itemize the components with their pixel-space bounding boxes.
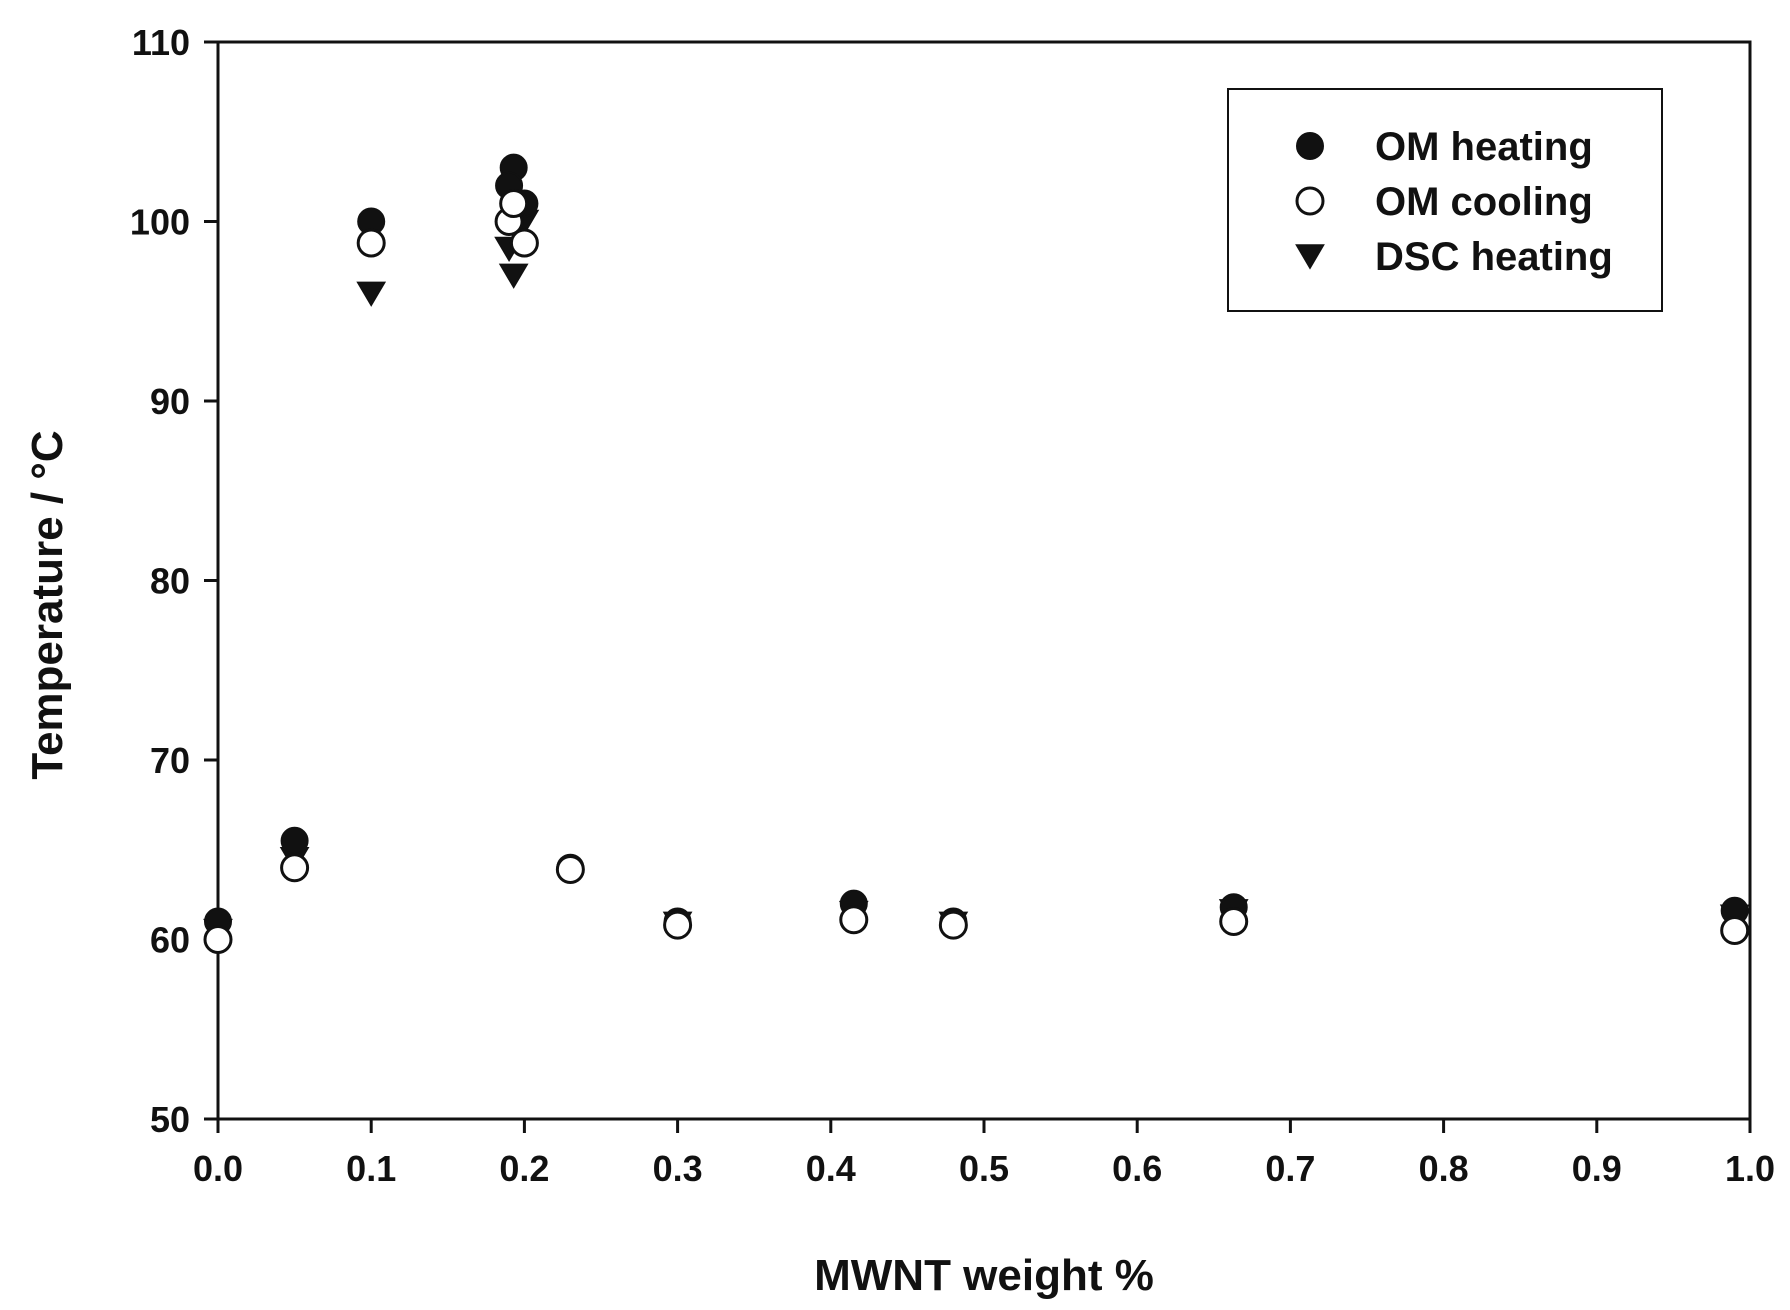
legend-marker	[1296, 132, 1324, 160]
series-om-cooling	[203, 189, 1750, 954]
x-tick-label: 0.8	[1419, 1148, 1469, 1189]
data-point	[280, 853, 310, 883]
x-axis-title: MWNT weight %	[814, 1251, 1154, 1300]
data-point	[509, 228, 539, 258]
y-tick-label: 60	[150, 920, 190, 961]
x-tick-label: 0.3	[653, 1148, 703, 1189]
legend-marker	[1295, 244, 1325, 270]
y-axis-ticks: 50 60 70 80 90 100 110	[130, 22, 218, 1140]
data-point	[499, 189, 529, 219]
y-tick-label: 110	[132, 22, 190, 63]
legend-label: OM heating	[1375, 125, 1593, 169]
y-tick-label: 90	[150, 381, 190, 422]
y-tick-label: 50	[150, 1099, 190, 1140]
x-tick-label: 0.0	[193, 1148, 243, 1189]
x-tick-label: 0.4	[806, 1148, 856, 1189]
data-point	[280, 826, 309, 855]
data-point	[938, 910, 968, 940]
series-dsc-heating	[203, 209, 1750, 945]
legend: OM heating OM cooling DSC heating	[1227, 88, 1663, 312]
data-point	[203, 925, 233, 954]
data-point	[356, 228, 386, 258]
x-tick-label: 1.0	[1725, 1148, 1775, 1189]
x-tick-label: 0.2	[499, 1148, 549, 1189]
legend-label: OM cooling	[1375, 180, 1593, 224]
y-tick-label: 100	[130, 202, 190, 243]
legend-entry: DSC heating	[1295, 235, 1613, 279]
data-point	[356, 281, 387, 307]
data-point	[1219, 907, 1249, 937]
y-tick-label: 80	[150, 561, 190, 602]
data-point	[498, 263, 529, 289]
data-points	[203, 153, 1750, 954]
legend-marker	[1295, 186, 1325, 216]
legend-entry: OM cooling	[1295, 180, 1593, 224]
y-axis-title: Temperature / °C	[23, 430, 72, 779]
legend-label: DSC heating	[1375, 235, 1613, 279]
legend-entry: OM heating	[1296, 125, 1593, 169]
data-point	[663, 910, 693, 940]
x-tick-label: 0.9	[1572, 1148, 1622, 1189]
data-point	[1720, 916, 1750, 946]
x-tick-label: 0.7	[1265, 1148, 1315, 1189]
data-point	[555, 854, 585, 884]
x-tick-label: 0.1	[346, 1148, 396, 1189]
x-tick-label: 0.5	[959, 1148, 1009, 1189]
y-tick-label: 70	[150, 740, 190, 781]
x-tick-label: 0.6	[1112, 1148, 1162, 1189]
data-point	[839, 905, 869, 935]
x-axis-ticks: 0.0 0.1 0.2 0.3 0.4 0.5 0.6 0.7 0.8 0.9 1.0	[193, 1119, 1775, 1189]
